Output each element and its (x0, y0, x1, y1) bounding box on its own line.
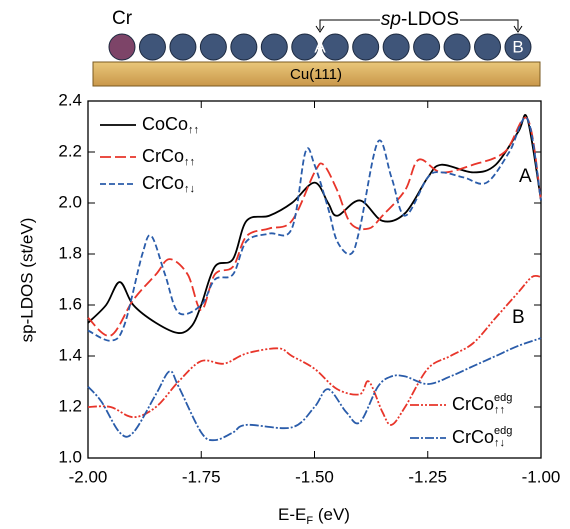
legend-subscript: ↑↑ (184, 156, 195, 168)
legend-label: CrCo↑↑ (142, 146, 195, 168)
annotation: B (512, 307, 525, 328)
bracket-label-rest: -LDOS (401, 9, 459, 30)
legend-subscript: ↑↑ (188, 124, 199, 136)
legend-label: CrCoedg ↑↓ (452, 425, 512, 449)
legend-superscript: edg (494, 425, 512, 437)
x-label-base: E-E (278, 505, 306, 524)
atom (352, 33, 380, 61)
legend-subscript: ↑↓ (184, 183, 195, 195)
legend-name: CrCo (452, 427, 494, 447)
y-tick-label: 1.8 (58, 243, 82, 262)
atom (382, 33, 410, 61)
substrate (92, 61, 541, 87)
atom (108, 33, 136, 61)
legend-name: CoCo (142, 114, 188, 134)
bracket-label-italic: sp (381, 9, 401, 30)
atom-label: Cr (112, 8, 133, 29)
y-tick-label: 1.6 (58, 294, 82, 313)
y-tick-label: 1.4 (58, 345, 82, 364)
y-axis-label: sp-LDOS (st/eV) (17, 218, 36, 343)
atom (260, 33, 288, 61)
legend-name: CrCo (452, 394, 494, 414)
x-tick-label: -2.00 (69, 467, 108, 486)
atom (199, 33, 227, 61)
y-tick-label: 1.2 (58, 396, 82, 415)
substrate-label: Cu(111) (290, 66, 342, 83)
site-label: A (314, 37, 326, 56)
atom (138, 33, 166, 61)
atom (413, 33, 441, 61)
x-label-unit: (eV) (313, 505, 350, 524)
x-label-sub: F (306, 515, 313, 527)
x-tick-label: -1.50 (295, 467, 334, 486)
legend-label: CrCo↑↓ (142, 173, 195, 195)
atom (443, 33, 471, 61)
series-line (87, 114, 542, 334)
legend-name: CrCo (142, 146, 184, 166)
legend-label: CoCo↑↑ (142, 114, 199, 136)
bracket-label: sp-LDOS (381, 9, 459, 30)
y-tick-label: 2.4 (58, 90, 82, 109)
site-label: B (512, 37, 523, 56)
y-tick-label: 2.2 (58, 141, 82, 160)
legend-superscript: edg (494, 392, 512, 404)
atom (169, 33, 197, 61)
bracket (315, 19, 523, 33)
series-line (87, 337, 542, 442)
legend-subscript: ↑↑ (494, 404, 505, 416)
legend-label: CrCoedg ↑↑ (452, 392, 512, 416)
atom (474, 33, 502, 61)
legend-subscript: ↑↓ (494, 437, 505, 449)
atom (321, 33, 349, 61)
series-line (87, 116, 542, 342)
annotation: A (519, 166, 532, 187)
y-tick-label: 2.0 (58, 192, 82, 211)
x-tick-label: -1.75 (182, 467, 221, 486)
legend-name: CrCo (142, 173, 184, 193)
x-tick-label: -1.00 (522, 467, 561, 486)
atom (230, 33, 258, 61)
atom (504, 33, 532, 61)
x-tick-label: -1.25 (408, 467, 447, 486)
atom (291, 33, 319, 61)
x-axis-label: E-EF (eV) (278, 505, 350, 526)
y-tick-label: 1.0 (58, 447, 82, 466)
